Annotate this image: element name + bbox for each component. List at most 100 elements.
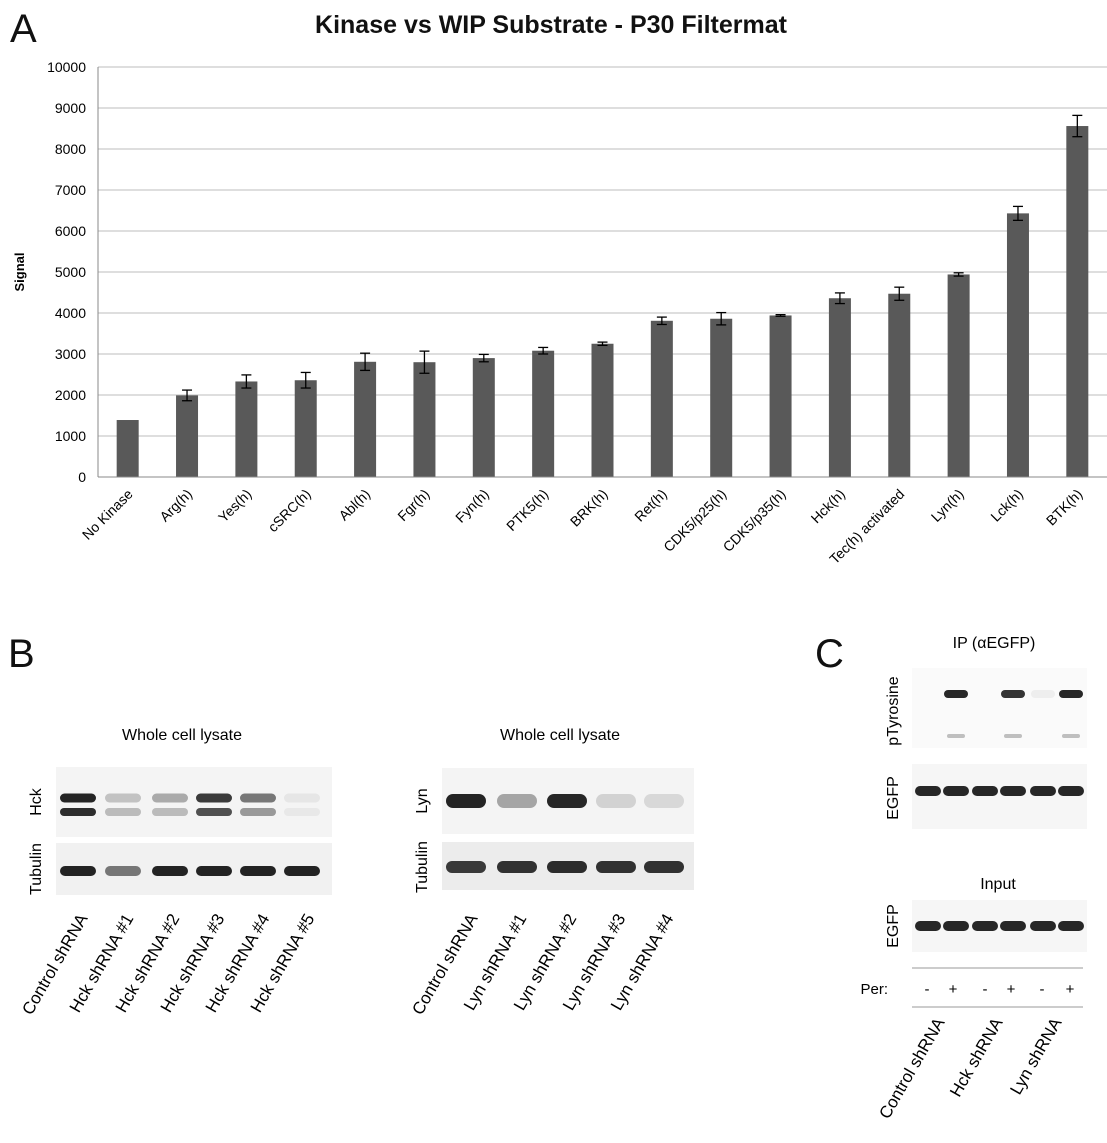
tubulin-band <box>284 866 320 876</box>
row-label-egfp-ip: EGFP <box>885 776 902 820</box>
blot-c-ptyr-membrane <box>912 668 1087 748</box>
egfp-input-band <box>1030 921 1056 931</box>
ptyrosine-band <box>1031 690 1055 698</box>
tubulin-band <box>596 861 636 873</box>
x-tick-label: CDK5/p25(h) <box>660 486 729 555</box>
hck-band-upper <box>60 793 96 803</box>
per-label: Per: <box>860 981 888 998</box>
bar <box>1066 126 1089 477</box>
group-label: Lyn shRNA <box>1006 1014 1065 1098</box>
ptyrosine-band <box>1059 690 1083 698</box>
row-label-lyn: Lyn <box>414 788 431 813</box>
bar <box>413 362 436 477</box>
blot-c-input-membrane <box>912 900 1087 952</box>
x-tick-label: Abl(h) <box>335 486 373 524</box>
hck-band-lower <box>240 808 276 816</box>
ip-title: IP (αEGFP) <box>953 635 1036 652</box>
x-tick-labels: No Kinase Arg(h) Yes(h) cSRC(h) Abl(h) Fgr(h)… <box>79 486 1086 567</box>
hck-band-upper <box>105 793 141 803</box>
bar <box>828 298 851 477</box>
per-values: - + - + - + <box>925 981 1075 998</box>
egfp-input-band <box>1058 921 1084 931</box>
x-tick-label: Fgr(h) <box>394 486 432 524</box>
blot-b-right-bands <box>446 794 684 873</box>
hck-band-upper <box>240 793 276 803</box>
panel-b-letter: B <box>8 632 35 676</box>
chart-gridlines <box>98 66 1107 478</box>
x-tick-label: Arg(h) <box>156 486 195 525</box>
x-tick-label: BRK(h) <box>567 486 611 530</box>
chart-bars <box>116 126 1089 477</box>
ptyrosine-faint-band <box>1062 734 1080 738</box>
y-tick-label: 4000 <box>55 305 86 321</box>
per-value: - <box>983 981 988 998</box>
row-label-tubulin-right: Tubulin <box>414 841 431 893</box>
lyn-band <box>596 794 636 808</box>
egfp-input-band <box>1000 921 1026 931</box>
y-tick-labels: 0 1000 2000 3000 4000 5000 6000 7000 8000 9000 100… <box>47 59 86 485</box>
tubulin-band <box>446 861 486 873</box>
bar <box>591 343 614 477</box>
y-tick-label: 2000 <box>55 387 86 403</box>
tubulin-band <box>105 866 141 876</box>
chart-title: Kinase vs WIP Substrate - P30 Filtermat <box>315 11 788 39</box>
ptyrosine-band <box>1001 690 1025 698</box>
per-value: + <box>949 981 958 998</box>
bar <box>235 381 258 477</box>
egfp-input-band <box>972 921 998 931</box>
tubulin-band <box>152 866 188 876</box>
y-tick-label: 3000 <box>55 346 86 362</box>
per-value: + <box>1066 981 1075 998</box>
hck-band-upper <box>152 793 188 803</box>
y-tick-label: 1000 <box>55 428 86 444</box>
egfp-input-band <box>943 921 969 931</box>
x-tick-label: PTK5(h) <box>503 486 551 534</box>
hck-band-lower <box>152 808 188 816</box>
bar <box>532 350 555 477</box>
x-tick-label: Lck(h) <box>987 486 1026 525</box>
x-tick-label: Fyn(h) <box>452 486 492 526</box>
row-label-egfp-input: EGFP <box>885 904 902 948</box>
ptyrosine-band <box>944 690 968 698</box>
chart-error-bars <box>182 114 1083 402</box>
bar <box>1006 213 1029 477</box>
egfp-ip-band <box>1058 786 1084 796</box>
blot-c-bands <box>915 690 1084 931</box>
per-value: + <box>1007 981 1016 998</box>
bar <box>650 320 673 477</box>
bar <box>294 380 317 477</box>
hck-band-upper <box>284 793 320 803</box>
x-tick-label: Lyn(h) <box>928 486 967 525</box>
x-tick-label: BTK(h) <box>1043 486 1086 529</box>
egfp-ip-band <box>1000 786 1026 796</box>
ptyrosine-faint-band <box>947 734 965 738</box>
egfp-ip-band <box>943 786 969 796</box>
egfp-input-band <box>915 921 941 931</box>
egfp-ip-band <box>1030 786 1056 796</box>
egfp-ip-band <box>972 786 998 796</box>
blot-b-left-title: Whole cell lysate <box>122 727 242 744</box>
tubulin-band <box>60 866 96 876</box>
per-value: - <box>925 981 930 998</box>
hck-band-upper <box>196 793 232 803</box>
y-tick-label: 5000 <box>55 264 86 280</box>
lyn-band <box>497 794 537 808</box>
group-label: Control shRNA <box>875 1014 948 1122</box>
tubulin-band <box>547 861 587 873</box>
x-tick-label: No Kinase <box>79 486 136 543</box>
panel-c-letter: C <box>815 632 844 676</box>
bar <box>710 318 733 477</box>
hck-band-lower <box>105 808 141 816</box>
per-value: - <box>1040 981 1045 998</box>
y-tick-label: 9000 <box>55 100 86 116</box>
hck-band-lower <box>284 808 320 816</box>
hck-band-lower <box>196 808 232 816</box>
blot-b-right-title: Whole cell lysate <box>500 727 620 744</box>
blot-b-left-bands <box>60 793 320 876</box>
y-tick-label: 7000 <box>55 182 86 198</box>
bar <box>472 358 495 477</box>
tubulin-band <box>196 866 232 876</box>
